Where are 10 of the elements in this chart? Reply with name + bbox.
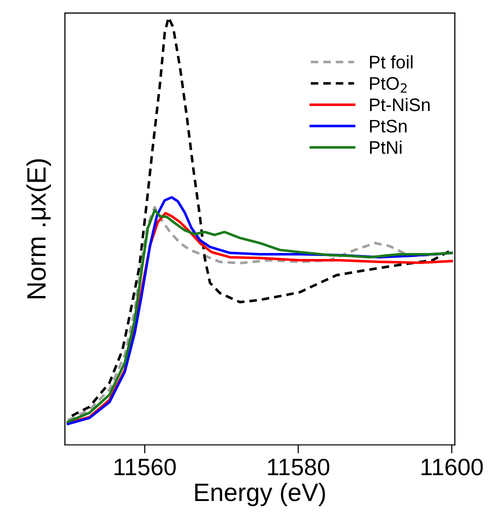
legend-label: Pt foil bbox=[370, 55, 413, 69]
x-tick-label: 11600 bbox=[422, 458, 483, 476]
legend-label: Pt-NiSn bbox=[370, 98, 430, 112]
x-tick-label: 11580 bbox=[268, 458, 330, 476]
y-axis-title: Norm .μx(E) bbox=[26, 159, 52, 298]
legend-label: PtO$_{2}$ bbox=[370, 77, 407, 93]
x-tick-label: 11560 bbox=[114, 458, 176, 476]
legend-label: PtSn bbox=[370, 120, 407, 133]
legend-label: PtNi bbox=[370, 140, 402, 154]
x-axis-title: Energy (eV) bbox=[195, 482, 326, 506]
